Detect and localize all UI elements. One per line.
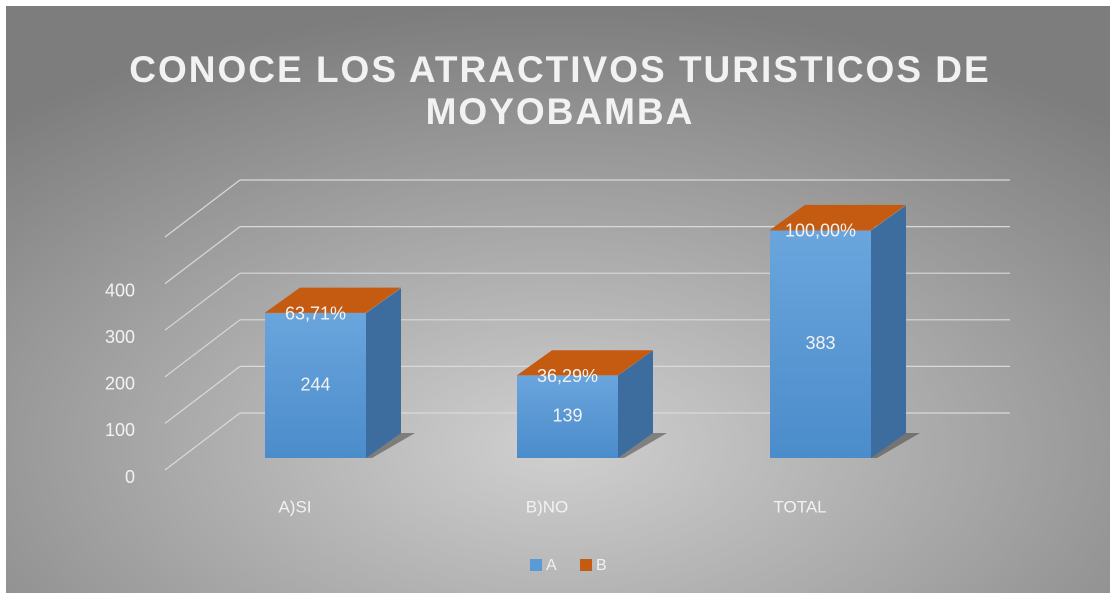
x-tick-label: B)NO: [526, 497, 569, 516]
y-tick-label: 100: [105, 420, 135, 440]
x-tick-label: TOTAL: [773, 497, 826, 516]
value-label: 383: [805, 333, 835, 353]
legend-label: B: [596, 557, 607, 574]
legend-label: A: [546, 557, 557, 574]
value-label: 63,71%: [285, 303, 346, 323]
value-label: 244: [300, 374, 330, 394]
chart-title: CONOCE LOS ATRACTIVOS TURISTICOS DE: [129, 49, 990, 90]
value-label: 139: [552, 405, 582, 425]
bar-side: [366, 288, 401, 458]
y-tick-label: 400: [105, 280, 135, 300]
value-label: 100,00%: [785, 221, 856, 241]
y-tick-label: 200: [105, 374, 135, 394]
legend-swatch: [530, 559, 542, 571]
y-tick-label: 300: [105, 327, 135, 347]
value-label: 36,29%: [537, 366, 598, 386]
legend-swatch: [580, 559, 592, 571]
bar-side: [871, 205, 906, 458]
y-tick-label: 0: [125, 467, 135, 487]
x-tick-label: A)SI: [278, 497, 311, 516]
chart-title: MOYOBAMBA: [426, 91, 695, 132]
